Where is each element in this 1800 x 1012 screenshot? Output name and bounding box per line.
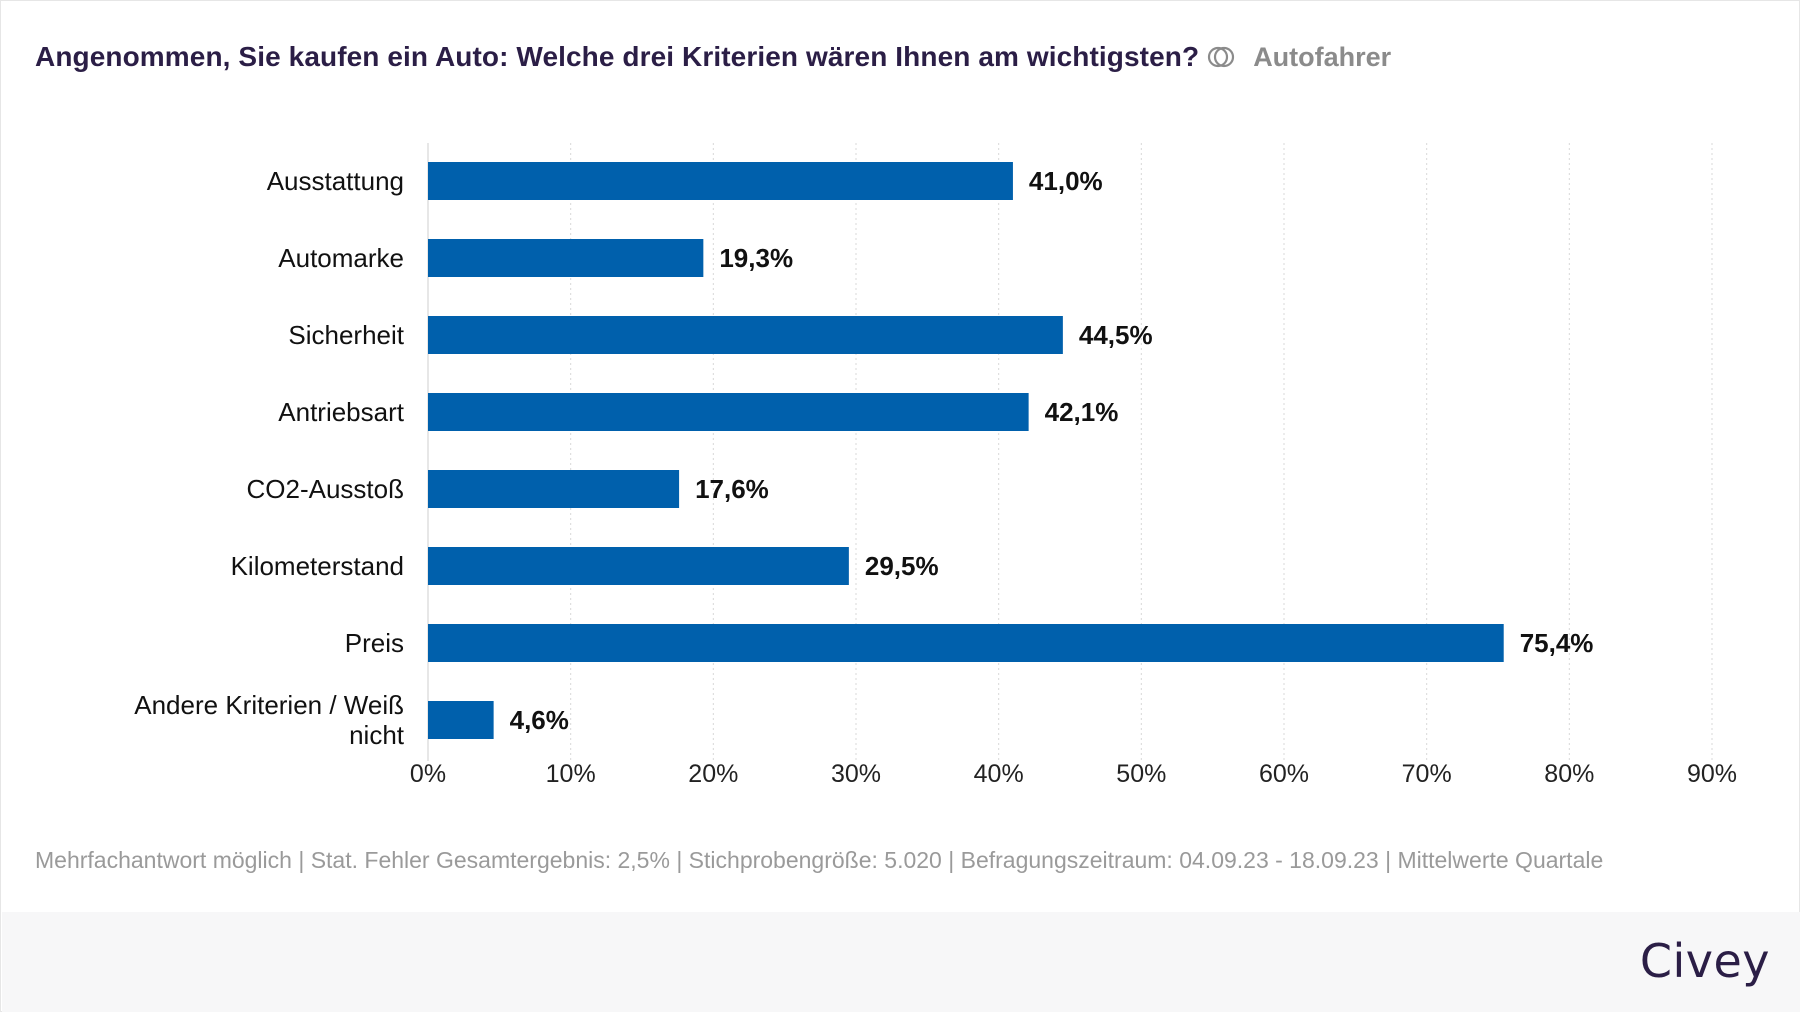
bar [428, 624, 1504, 662]
bar [428, 393, 1029, 431]
x-tick-label: 60% [1259, 760, 1309, 788]
value-label: 44,5% [1079, 320, 1153, 350]
x-tick-label: 30% [831, 760, 881, 788]
value-label: 17,6% [695, 474, 769, 504]
chart-title: Angenommen, Sie kaufen ein Auto: Welche … [35, 41, 1200, 72]
survey-footnote: Mehrfachantwort möglich | Stat. Fehler G… [35, 847, 1604, 873]
category-label: CO2-Ausstoß [247, 474, 405, 504]
footer-band: Civey [2, 912, 1800, 1012]
x-tick-label: 80% [1544, 760, 1594, 788]
value-label: 75,4% [1520, 628, 1594, 658]
x-tick-label: 20% [688, 760, 738, 788]
x-tick-label: 70% [1402, 760, 1452, 788]
category-label: Sicherheit [288, 320, 404, 350]
category-label: Andere Kriterien / Weiß nicht [134, 690, 405, 750]
category-label: Ausstattung [267, 166, 404, 196]
value-label: 42,1% [1045, 397, 1119, 427]
x-tick-label: 50% [1116, 760, 1166, 788]
x-tick-label: 40% [974, 760, 1024, 788]
bar [428, 316, 1063, 354]
value-label: 19,3% [719, 243, 793, 273]
bar [428, 547, 849, 585]
value-label: 29,5% [865, 551, 939, 581]
bar [428, 701, 494, 739]
value-label: 4,6% [510, 705, 569, 735]
bar [428, 470, 680, 508]
bar-chart: 0% 10% 20% 30% 40% 50% 60% 70% 80% 90% Ausstattung… [134, 143, 1737, 788]
category-label: Antriebsart [278, 397, 404, 427]
filter-circles-icon [1208, 46, 1235, 68]
x-tick-label: 0% [410, 760, 446, 788]
bar [428, 239, 704, 277]
x-tick-label: 10% [546, 760, 596, 788]
category-label: Automarke [278, 243, 404, 273]
x-tick-label: 90% [1687, 760, 1737, 788]
value-label: 41,0% [1029, 166, 1103, 196]
category-label: Kilometerstand [231, 551, 404, 581]
audience-filter[interactable]: Autofahrer [1207, 42, 1391, 73]
category-label: Preis [345, 628, 404, 658]
civey-logo[interactable]: Civey [1639, 934, 1770, 988]
bar [428, 162, 1013, 200]
chart-header: Angenommen, Sie kaufen ein Auto: Welche … [35, 37, 1391, 77]
audience-filter-label: Autofahrer [1253, 41, 1392, 72]
